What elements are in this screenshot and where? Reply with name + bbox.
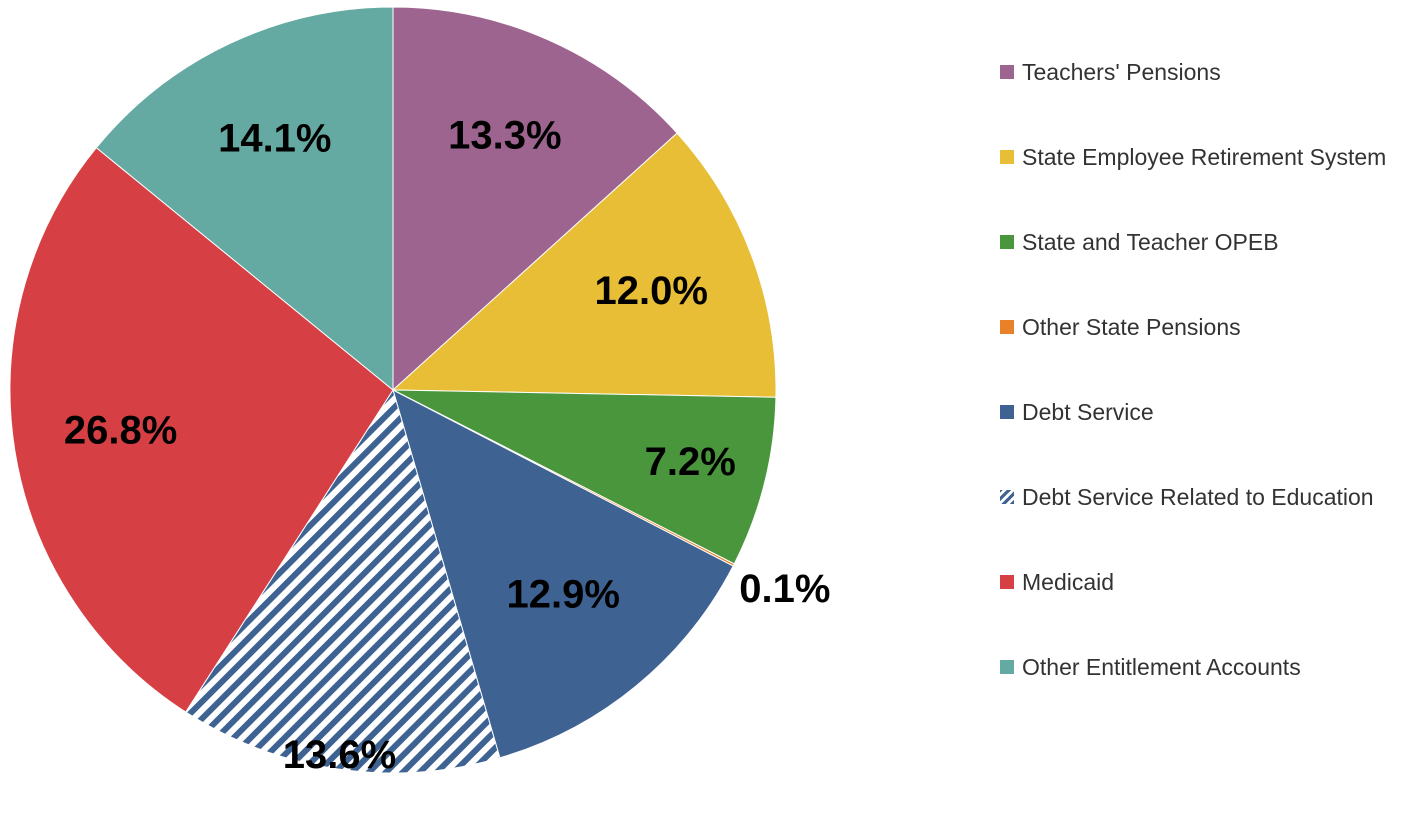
chart: 13.3% 12.0% 7.2% 0.1% 12.9% 13.6% 26.8% 14.1%	[9, 6, 830, 777]
data-label: 12.0%	[595, 269, 708, 313]
pie-slice	[95, 6, 394, 392]
pie-slice	[392, 389, 734, 759]
data-label: 13.3%	[448, 114, 561, 158]
legend: Teachers' Pensions State Employee Retirem…	[1000, 0, 1400, 816]
pie-slice	[392, 6, 678, 392]
legend-label: State Employee Retirement System	[1022, 144, 1387, 170]
legend-swatch	[1000, 235, 1014, 249]
pie-slice	[9, 147, 394, 713]
legend-swatch	[1000, 150, 1014, 164]
data-label: 0.1%	[739, 567, 830, 611]
pie-slice	[392, 389, 777, 565]
legend-label: Medicaid	[1022, 569, 1115, 595]
legend-label: State and Teacher OPEB	[1022, 229, 1279, 255]
data-label: 26.8%	[64, 409, 177, 453]
legend-swatch	[1000, 490, 1014, 504]
data-label: 14.1%	[218, 116, 331, 160]
legend-item: Debt Service Related to Education	[1000, 480, 1402, 514]
legend-item: Other State Pensions	[1000, 310, 1402, 344]
legend-swatch	[1000, 575, 1014, 589]
data-label: 13.6%	[283, 733, 396, 777]
legend-label: Other State Pensions	[1022, 314, 1241, 340]
legend-item: State Employee Retirement System	[1000, 140, 1402, 174]
data-label: 7.2%	[645, 440, 736, 484]
legend-swatch	[1000, 660, 1014, 674]
legend-item: Debt Service	[1000, 395, 1402, 429]
legend-label: Teachers' Pensions	[1022, 59, 1221, 85]
pie-slice	[391, 132, 777, 398]
legend-swatch	[1000, 65, 1014, 79]
legend-label: Other Entitlement Accounts	[1022, 654, 1301, 680]
legend-label: Debt Service Related to Education	[1022, 484, 1374, 510]
legend-item: Medicaid	[1000, 565, 1402, 599]
legend-item: State and Teacher OPEB	[1000, 225, 1402, 259]
legend-item: Teachers' Pensions	[1000, 55, 1402, 89]
legend-item: Other Entitlement Accounts	[1000, 650, 1402, 684]
data-label: 12.9%	[507, 573, 620, 617]
legend-swatch	[1000, 320, 1014, 334]
pie-slice	[185, 388, 501, 774]
legend-swatch	[1000, 405, 1014, 419]
legend-label: Debt Service	[1022, 399, 1154, 425]
